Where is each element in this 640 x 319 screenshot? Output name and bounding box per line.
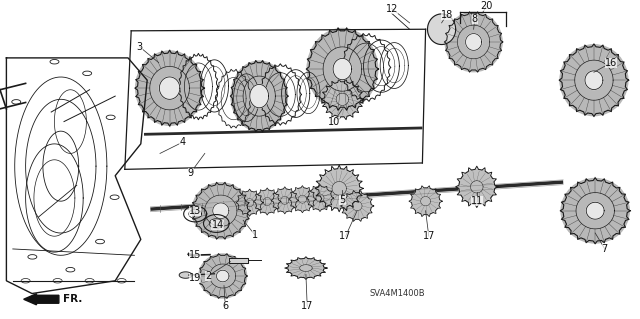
Polygon shape — [212, 203, 229, 219]
Polygon shape — [333, 58, 352, 80]
Text: 7: 7 — [602, 244, 608, 254]
Text: 18: 18 — [440, 10, 453, 20]
Ellipse shape — [136, 51, 204, 125]
Polygon shape — [459, 169, 495, 204]
Ellipse shape — [561, 179, 629, 243]
Polygon shape — [563, 181, 627, 241]
Text: 1: 1 — [252, 230, 258, 240]
Text: 12: 12 — [385, 4, 398, 13]
Polygon shape — [216, 270, 229, 282]
Text: 3: 3 — [136, 42, 143, 52]
Polygon shape — [465, 33, 482, 50]
Text: 4: 4 — [179, 137, 186, 147]
Circle shape — [179, 272, 192, 278]
Polygon shape — [238, 191, 261, 214]
FancyArrow shape — [24, 294, 59, 305]
Polygon shape — [412, 188, 440, 215]
Polygon shape — [200, 255, 245, 297]
Text: 16: 16 — [605, 58, 618, 68]
Ellipse shape — [231, 61, 287, 131]
Polygon shape — [159, 77, 180, 99]
Text: 6: 6 — [222, 301, 228, 311]
Polygon shape — [309, 31, 376, 107]
Polygon shape — [343, 193, 371, 219]
Text: 11: 11 — [470, 196, 483, 206]
Ellipse shape — [307, 28, 378, 109]
Text: 9: 9 — [188, 167, 194, 178]
Text: 19: 19 — [189, 273, 202, 283]
Polygon shape — [288, 258, 324, 278]
Text: 17: 17 — [422, 231, 435, 241]
Polygon shape — [324, 82, 360, 117]
Ellipse shape — [192, 183, 250, 239]
Text: 20: 20 — [480, 1, 493, 11]
Polygon shape — [319, 169, 360, 208]
Polygon shape — [585, 71, 603, 90]
Polygon shape — [291, 188, 314, 211]
Polygon shape — [586, 202, 604, 219]
Text: 17: 17 — [301, 301, 314, 311]
Text: 13: 13 — [189, 206, 202, 216]
Text: 8: 8 — [472, 14, 478, 24]
Text: 2: 2 — [205, 271, 211, 281]
Polygon shape — [273, 189, 296, 212]
Polygon shape — [428, 14, 456, 45]
Ellipse shape — [560, 45, 628, 115]
Ellipse shape — [199, 254, 246, 298]
Polygon shape — [250, 85, 269, 108]
Text: 14: 14 — [211, 220, 224, 230]
Text: FR.: FR. — [63, 294, 82, 304]
Text: 5: 5 — [339, 195, 346, 204]
Text: 17: 17 — [339, 231, 352, 241]
Polygon shape — [138, 53, 202, 123]
Ellipse shape — [445, 12, 502, 72]
Text: 15: 15 — [189, 250, 202, 260]
Polygon shape — [229, 258, 248, 263]
Polygon shape — [308, 187, 332, 210]
Polygon shape — [232, 63, 286, 130]
Polygon shape — [562, 47, 626, 114]
Text: 10: 10 — [328, 116, 340, 127]
Polygon shape — [447, 14, 500, 70]
Text: SVA4M1400B: SVA4M1400B — [370, 289, 426, 298]
Polygon shape — [256, 190, 279, 213]
Polygon shape — [194, 185, 248, 237]
